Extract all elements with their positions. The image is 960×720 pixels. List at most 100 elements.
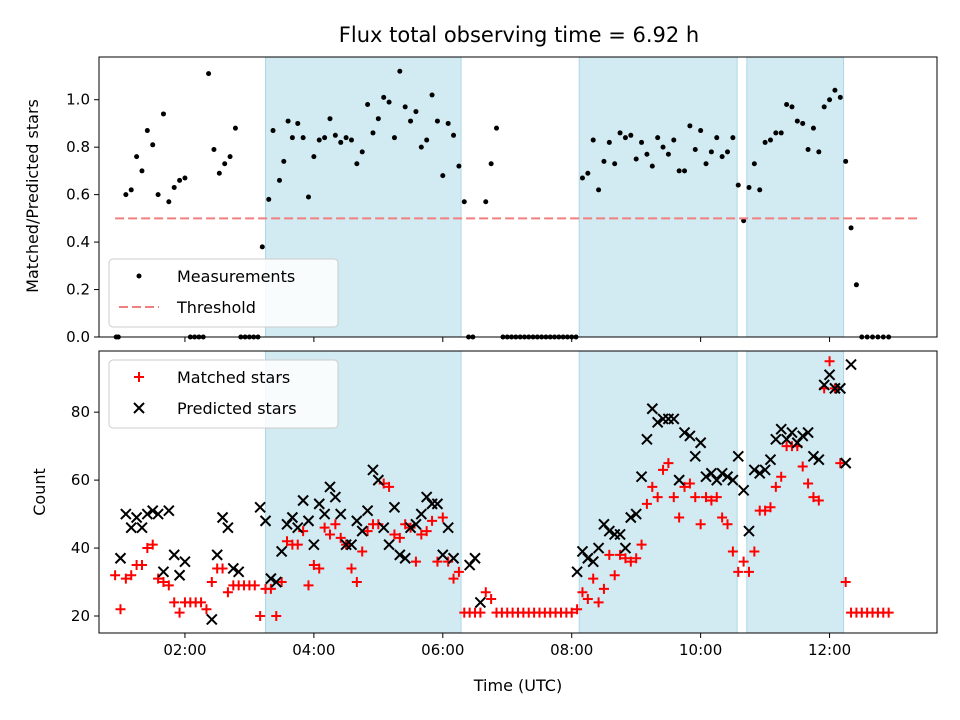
- predicted-star-point: [635, 471, 648, 483]
- bottom-plot-frame: [98, 350, 938, 634]
- predicted-star-point: [791, 437, 804, 449]
- matched-star-point: [120, 573, 131, 584]
- predicted-star-point: [614, 528, 626, 541]
- matched-star-point: [609, 570, 620, 581]
- measurement-point: [348, 137, 354, 143]
- measurement-point: [585, 170, 591, 176]
- measurement-point: [762, 139, 768, 145]
- matched-star-point: [566, 607, 577, 618]
- predicted-star-point: [259, 515, 272, 527]
- matched-star-point: [308, 560, 319, 571]
- measurement-point: [413, 109, 419, 115]
- measurement-point: [276, 177, 282, 183]
- predicted-star-point: [469, 552, 481, 564]
- bottom-shaded-regions: [265, 350, 845, 634]
- predicted-star-point: [265, 572, 277, 585]
- matched-star-point: [749, 546, 760, 557]
- matched-star-point: [738, 556, 749, 567]
- matched-star-point: [480, 587, 491, 598]
- predicted-star-point: [592, 542, 605, 554]
- predicted-star-point: [286, 511, 299, 524]
- measurement-point: [725, 149, 730, 155]
- predicted-star-point: [737, 484, 750, 497]
- bottom-legend: Matched stars Predicted stars: [108, 359, 339, 429]
- matched-star-point: [663, 458, 674, 469]
- matched-star-point: [110, 570, 121, 581]
- measurement-point: [483, 199, 489, 205]
- predicted-star-point: [587, 555, 599, 568]
- top-shaded-regions: [265, 56, 845, 338]
- predicted-star-point: [651, 416, 664, 429]
- measurement-point: [408, 118, 414, 124]
- matched-star-point: [448, 573, 459, 584]
- matched-star-point: [813, 495, 824, 506]
- bottom-axis-ticks: 02:00 04:00 06:00 08:00 10:00 12:00 20 40 60 80: [71, 403, 851, 659]
- measurement-point: [311, 154, 317, 160]
- measurement-point: [778, 130, 784, 136]
- predicted-star-point: [823, 369, 836, 381]
- predicted-star-point: [576, 545, 589, 558]
- predicted-star-point: [694, 437, 707, 449]
- matched-star-point: [196, 597, 207, 608]
- predicted-star-point: [356, 525, 368, 537]
- x-tick-label: 08:00: [550, 641, 593, 659]
- measurement-point: [222, 161, 228, 167]
- predicted-star-point: [270, 576, 282, 588]
- matched-star-point: [169, 597, 180, 608]
- measurement-point: [757, 187, 763, 193]
- matched-star-point: [674, 512, 685, 523]
- measurement-point: [622, 135, 628, 141]
- measurement-point: [805, 147, 811, 153]
- measurement-point: [703, 161, 709, 167]
- x-axis-label: Time (UTC): [473, 676, 562, 695]
- matched-star-point: [357, 546, 368, 557]
- matched-star-point: [770, 481, 781, 492]
- measurement-point: [596, 187, 602, 193]
- measurement-point: [155, 192, 161, 198]
- measurement-point: [451, 132, 457, 138]
- bottom-panel: Count Time (UTC) 02:00 04:00 06:00 08:00 10:…: [30, 350, 938, 695]
- measurement-point: [365, 101, 371, 107]
- measurement-point: [391, 135, 397, 141]
- matched-star-point: [174, 607, 185, 618]
- predicted-star-point: [372, 474, 385, 486]
- predicted-star-point: [275, 545, 288, 558]
- predicted-star-point: [619, 542, 632, 554]
- measurement-point: [579, 175, 585, 181]
- matched-star-point: [593, 597, 604, 608]
- matched-star-point: [222, 587, 233, 598]
- predicted-star-point: [684, 430, 696, 442]
- predicted-star-point: [114, 552, 127, 564]
- predicted-star-point: [324, 481, 336, 493]
- legend-dot-swatch: [136, 273, 142, 279]
- predicted-star-point: [845, 358, 857, 371]
- matched-star-point: [362, 526, 373, 537]
- matched-star-point: [206, 577, 217, 588]
- measurement-point: [488, 161, 494, 167]
- measurement-point: [848, 225, 854, 231]
- predicted-star-point: [796, 430, 809, 442]
- measurement-point: [617, 130, 623, 136]
- measurement-point: [359, 149, 365, 155]
- legend-label: Threshold: [176, 298, 256, 317]
- measurement-point: [160, 111, 166, 117]
- measurement-point: [773, 130, 779, 136]
- measurement-point: [655, 135, 661, 141]
- measurement-point: [746, 185, 752, 191]
- matched-star-point: [142, 543, 153, 554]
- measurement-point: [166, 199, 172, 205]
- measurement-point: [434, 118, 440, 124]
- measurement-point: [354, 161, 360, 167]
- matched-star-point: [416, 529, 427, 540]
- measurement-point: [794, 118, 800, 124]
- top-legend: Measurements Threshold: [108, 258, 339, 328]
- measurement-point: [767, 137, 773, 143]
- matched-star-point: [314, 563, 325, 574]
- predicted-star-point: [302, 515, 315, 527]
- top-plot-frame: [98, 56, 938, 338]
- predicted-star-point: [120, 508, 132, 520]
- measurement-point: [628, 132, 634, 138]
- measurement-point: [338, 139, 344, 145]
- measurement-point: [418, 144, 424, 150]
- predicted-star-point: [711, 474, 723, 486]
